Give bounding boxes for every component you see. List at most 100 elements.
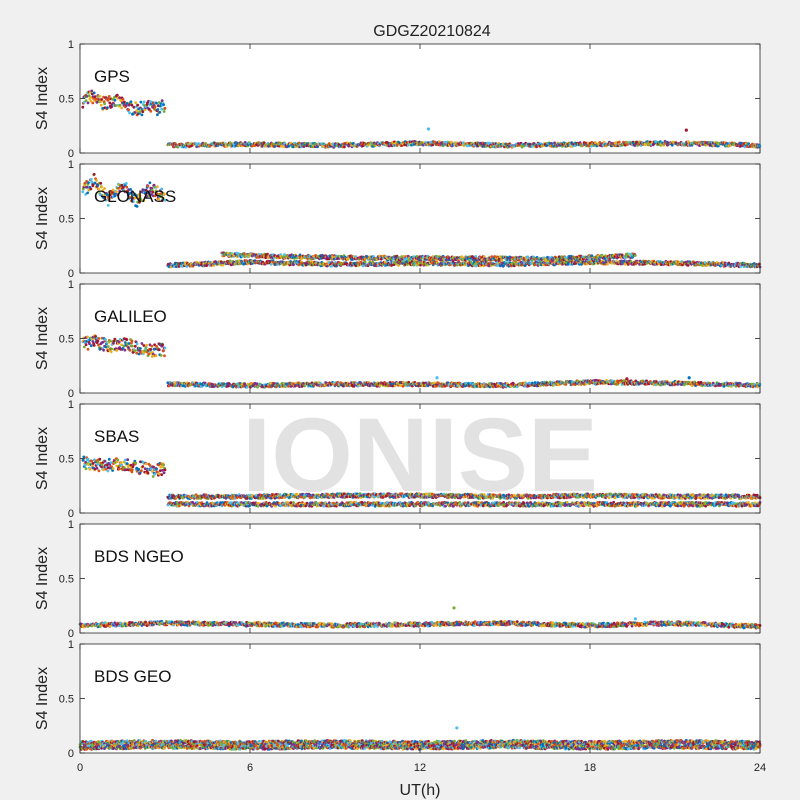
data-point — [131, 344, 134, 348]
data-point — [85, 185, 89, 189]
plot-area — [80, 284, 760, 393]
data-point — [97, 343, 100, 347]
data-point — [109, 350, 113, 354]
data-point — [474, 255, 478, 258]
data-point — [106, 106, 109, 110]
data-point — [426, 127, 431, 131]
data-point — [162, 110, 166, 113]
data-point — [155, 101, 158, 105]
data-point — [93, 181, 97, 185]
data-point — [88, 342, 91, 345]
data-point — [161, 343, 165, 347]
data-point — [275, 141, 278, 145]
data-point — [91, 101, 95, 105]
data-point — [287, 384, 291, 388]
data-point — [363, 260, 367, 264]
data-point — [86, 101, 90, 105]
data-point — [260, 144, 264, 148]
data-point — [113, 98, 117, 102]
data-point — [145, 343, 149, 347]
data-point — [141, 110, 145, 114]
data-point — [617, 140, 621, 144]
data-point — [107, 95, 111, 98]
data-point — [81, 190, 85, 194]
data-point — [331, 142, 335, 146]
data-point — [160, 99, 164, 103]
data-point — [103, 102, 106, 106]
data-point — [89, 178, 93, 181]
data-point — [125, 338, 129, 341]
data-point — [163, 346, 167, 350]
data-point — [100, 98, 104, 101]
data-point — [92, 91, 96, 95]
data-point — [399, 384, 402, 387]
data-point — [595, 378, 598, 382]
data-point — [139, 347, 142, 350]
data-point — [127, 342, 131, 345]
data-point — [157, 348, 161, 352]
plot-area — [80, 44, 760, 153]
data-point — [124, 182, 128, 185]
data-point — [108, 101, 112, 105]
data-point — [123, 348, 127, 352]
data-point — [86, 191, 89, 195]
y-axis-label: S4 Index — [34, 187, 51, 250]
data-point — [133, 349, 137, 353]
series-2 — [166, 140, 762, 149]
y-axis-label: S4 Index — [34, 67, 51, 130]
data-point — [154, 354, 158, 358]
data-point — [99, 181, 103, 185]
data-point — [99, 103, 103, 107]
data-point — [156, 113, 159, 117]
data-point — [138, 110, 142, 114]
data-point — [292, 145, 295, 149]
data-point — [86, 335, 89, 339]
system-label: GLONASS — [94, 187, 176, 206]
data-point — [228, 141, 232, 145]
data-point — [287, 144, 291, 148]
data-point — [482, 255, 486, 258]
data-point — [564, 383, 568, 386]
data-point — [606, 262, 609, 266]
data-point — [118, 103, 122, 107]
data-point — [87, 181, 90, 185]
data-point — [149, 109, 153, 113]
data-point — [174, 265, 178, 268]
data-point — [121, 97, 125, 101]
data-point — [84, 343, 88, 347]
data-point — [590, 254, 594, 258]
data-point — [139, 100, 143, 104]
data-point — [302, 145, 306, 149]
data-point — [343, 145, 346, 149]
data-point — [158, 104, 162, 108]
data-point — [136, 103, 140, 107]
data-point — [95, 179, 98, 182]
data-point — [115, 93, 119, 97]
data-point — [147, 352, 151, 356]
data-point — [92, 172, 96, 176]
data-point — [120, 106, 123, 110]
data-point — [502, 264, 505, 268]
data-point — [633, 254, 637, 257]
data-point — [684, 128, 688, 132]
data-point — [130, 103, 134, 107]
data-point — [97, 337, 101, 340]
data-point — [156, 108, 160, 111]
data-point — [163, 106, 167, 110]
data-point — [150, 344, 154, 348]
data-point — [127, 108, 130, 112]
data-point — [110, 347, 113, 351]
data-point — [89, 344, 93, 348]
data-point — [128, 348, 132, 352]
data-point — [118, 96, 122, 100]
data-point — [93, 95, 97, 99]
data-point — [142, 344, 146, 347]
data-point — [158, 110, 162, 114]
data-point — [114, 104, 118, 107]
data-point — [87, 94, 91, 98]
data-point — [395, 143, 399, 147]
data-point — [106, 345, 110, 348]
